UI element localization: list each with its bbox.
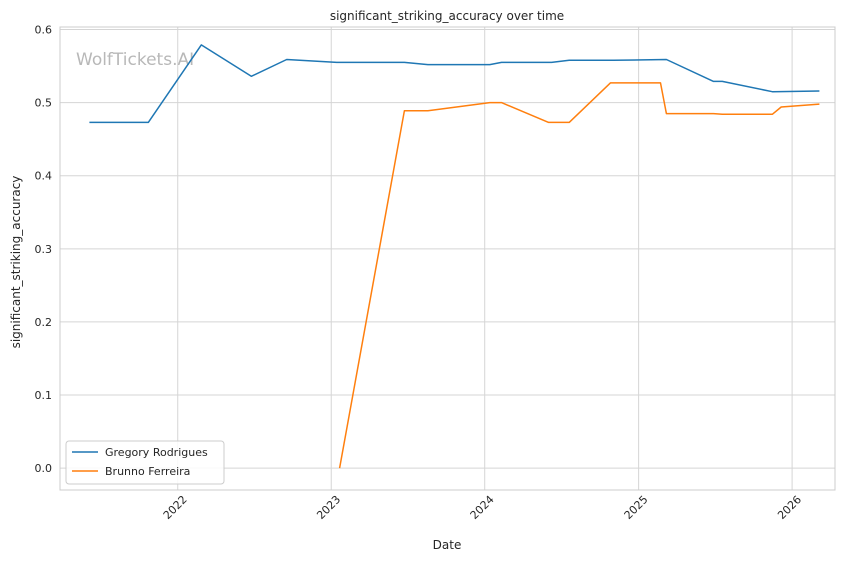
x-tick-label: 2025 — [622, 493, 651, 522]
legend-label-brunno-ferreira: Brunno Ferreira — [105, 465, 190, 478]
watermark: WolfTickets.AI — [76, 50, 194, 70]
x-axis-label: Date — [433, 538, 462, 552]
chart-title: significant_striking_accuracy over time — [330, 9, 564, 23]
x-axis-ticks: 2022 2023 2024 2025 2026 — [161, 493, 804, 522]
y-tick-label: 0.4 — [35, 170, 53, 183]
y-tick-label: 0.1 — [35, 389, 53, 402]
grid — [60, 27, 835, 490]
series-lines — [89, 44, 820, 469]
legend: Gregory Rodrigues Brunno Ferreira — [65, 440, 225, 485]
legend-label-gregory-rodrigues: Gregory Rodrigues — [105, 446, 208, 459]
plot-area: WolfTickets.AI — [59, 26, 836, 491]
y-tick-label: 0.0 — [35, 462, 53, 475]
x-tick-label: 2024 — [468, 493, 497, 522]
series-line-brunno-ferreira — [338, 82, 820, 469]
x-tick-label: 2026 — [775, 493, 804, 522]
series-line-gregory-rodrigues — [89, 44, 820, 124]
y-axis-label: significant_striking_accuracy — [9, 176, 23, 349]
y-tick-label: 0.2 — [35, 316, 53, 329]
plot-frame — [59, 26, 836, 491]
x-tick-label: 2022 — [161, 493, 190, 522]
y-tick-label: 0.6 — [35, 24, 53, 37]
y-tick-label: 0.5 — [35, 97, 53, 110]
legend-box — [65, 440, 225, 485]
x-tick-label: 2023 — [314, 493, 343, 522]
y-axis-ticks: 0.0 0.1 0.2 0.3 0.4 0.5 0.6 — [35, 24, 53, 476]
y-tick-label: 0.3 — [35, 243, 53, 256]
